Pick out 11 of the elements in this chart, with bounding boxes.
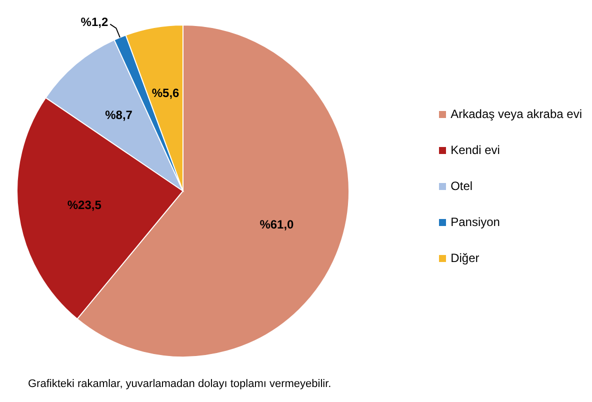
data-label: %1,2	[80, 15, 108, 30]
data-label: %5,6	[152, 86, 180, 100]
legend-label: Arkadaş veya akraba evi	[450, 107, 582, 121]
legend-label: Otel	[450, 179, 473, 193]
legend-label: Diğer	[450, 251, 480, 265]
data-label: %61,0	[260, 218, 294, 232]
data-label: %8,7	[105, 108, 133, 122]
legend-label: Pansiyon	[450, 215, 500, 229]
data-label: %23,5	[67, 198, 102, 212]
legend-label: Kendi evi	[450, 143, 500, 157]
text: Grafikteki rakamlar, yuvarlamadan dolayı toplamı vermeyebilir.	[28, 378, 332, 390]
